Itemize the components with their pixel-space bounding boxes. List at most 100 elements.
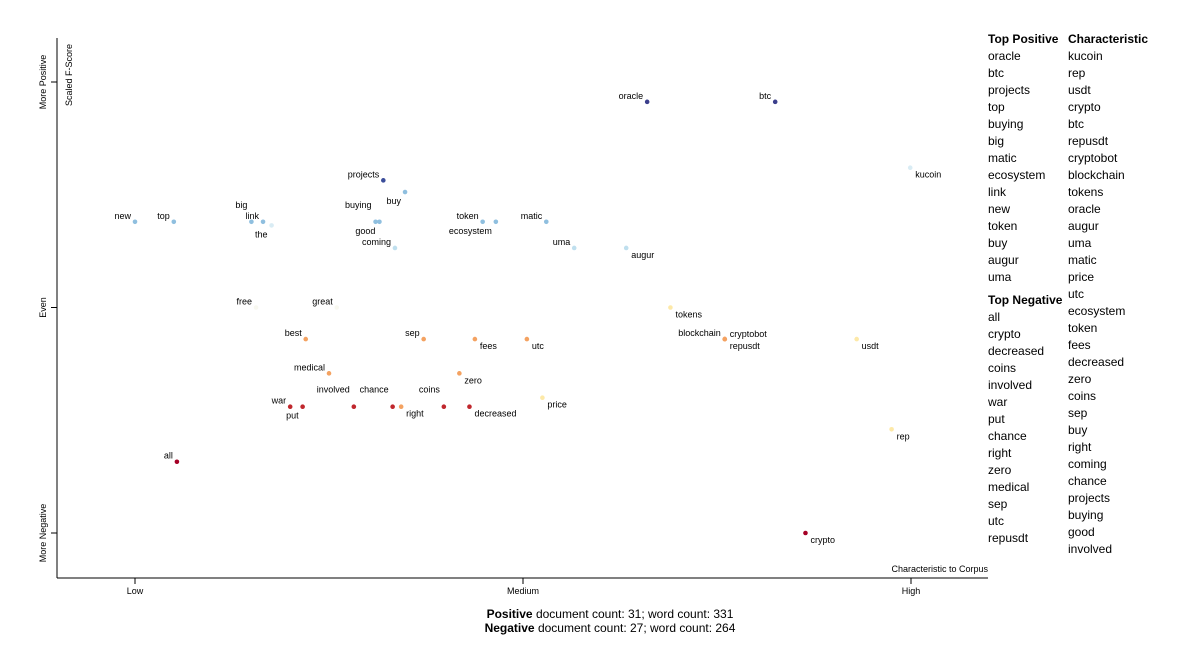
data-point-decreased[interactable] — [467, 404, 472, 410]
characteristic-item[interactable]: price — [1068, 270, 1095, 284]
characteristic-item[interactable]: utc — [1068, 287, 1085, 301]
characteristic-item[interactable]: oracle — [1068, 202, 1101, 216]
top-positive-item[interactable]: top — [988, 100, 1005, 114]
characteristic-item[interactable]: rep — [1068, 66, 1086, 80]
top-positive-item[interactable]: new — [988, 202, 1011, 216]
data-point-the[interactable] — [269, 223, 274, 228]
data-point-fees[interactable] — [472, 336, 478, 342]
top-negative-item[interactable]: repusdt — [988, 531, 1029, 545]
data-point-war[interactable] — [287, 404, 293, 410]
characteristic-item[interactable]: chance — [1068, 474, 1107, 488]
data-point-right[interactable] — [398, 404, 404, 410]
top-negative-item[interactable]: utc — [988, 514, 1005, 528]
top-negative-item[interactable]: zero — [988, 463, 1012, 477]
characteristic-item[interactable]: tokens — [1068, 185, 1104, 199]
characteristic-item[interactable]: buy — [1068, 423, 1088, 437]
characteristic-item[interactable]: blockchain — [1068, 168, 1125, 182]
top-positive-panel: Top Positive oracle btc projects top buying b… — [988, 31, 1062, 547]
data-point-link[interactable] — [260, 219, 266, 225]
data-point-crypto[interactable] — [803, 530, 808, 536]
data-point-good[interactable] — [377, 219, 382, 225]
data-point-buying[interactable] — [373, 219, 378, 225]
data-point-medical[interactable] — [326, 371, 332, 376]
data-point-new[interactable] — [132, 219, 138, 225]
characteristic-item[interactable]: token — [1068, 321, 1098, 335]
data-point-buy[interactable] — [402, 189, 408, 195]
characteristic-item[interactable]: augur — [1068, 219, 1099, 233]
top-positive-item[interactable]: btc — [988, 66, 1005, 80]
data-point-involved[interactable] — [351, 404, 357, 410]
data-point-zero[interactable] — [457, 371, 462, 376]
characteristic-item[interactable]: coming — [1068, 457, 1107, 471]
top-positive-item[interactable]: link — [988, 185, 1007, 199]
top-positive-item[interactable]: big — [988, 134, 1005, 148]
characteristic-item[interactable]: matic — [1068, 253, 1097, 267]
top-positive-item[interactable]: oracle — [988, 49, 1021, 63]
top-positive-item[interactable]: token — [988, 219, 1018, 233]
data-point-repusdt[interactable] — [722, 336, 728, 342]
characteristic-item[interactable]: zero — [1068, 372, 1092, 386]
top-negative-item[interactable]: right — [988, 446, 1012, 460]
characteristic-item[interactable]: repusdt — [1068, 134, 1109, 148]
data-point-sep[interactable] — [421, 336, 426, 342]
data-point-coins[interactable] — [441, 404, 447, 410]
characteristic-item[interactable]: crypto — [1068, 100, 1101, 114]
characteristic-item[interactable]: btc — [1068, 117, 1085, 131]
top-negative-item[interactable]: all — [988, 310, 1001, 324]
data-point-best[interactable] — [303, 336, 309, 342]
top-positive-item[interactable]: augur — [988, 253, 1019, 267]
top-positive-item[interactable]: buy — [988, 236, 1008, 250]
data-point-great[interactable] — [334, 305, 340, 310]
characteristic-item[interactable]: kucoin — [1068, 49, 1103, 63]
data-point-chance[interactable] — [390, 404, 395, 410]
characteristic-item[interactable]: decreased — [1068, 355, 1125, 369]
data-point-token[interactable] — [480, 219, 485, 225]
top-negative-item[interactable]: decreased — [988, 344, 1045, 358]
characteristic-item[interactable]: sep — [1068, 406, 1088, 420]
data-point-put[interactable] — [300, 404, 305, 410]
data-point-uma[interactable] — [571, 245, 577, 251]
top-negative-item[interactable]: put — [988, 412, 1005, 426]
top-negative-item[interactable]: medical — [988, 480, 1030, 494]
data-point-top[interactable] — [171, 219, 177, 225]
top-negative-item[interactable]: sep — [988, 497, 1008, 511]
data-point-matic[interactable] — [543, 219, 549, 225]
characteristic-item[interactable]: coins — [1068, 389, 1097, 403]
top-positive-item[interactable]: matic — [988, 151, 1017, 165]
data-point-free[interactable] — [253, 305, 259, 310]
characteristic-item[interactable]: uma — [1068, 236, 1092, 250]
data-point-coming[interactable] — [392, 245, 398, 251]
characteristic-item[interactable]: buying — [1068, 508, 1104, 522]
data-point-utc[interactable] — [524, 336, 530, 342]
data-point-projects[interactable] — [381, 178, 386, 183]
x-tick-label: Medium — [507, 586, 539, 596]
top-negative-item[interactable]: crypto — [988, 327, 1021, 341]
characteristic-item[interactable]: usdt — [1068, 83, 1091, 97]
top-positive-item[interactable]: ecosystem — [988, 168, 1046, 182]
top-positive-item[interactable]: projects — [988, 83, 1031, 97]
data-point-kucoin[interactable] — [907, 165, 913, 170]
data-point-ecosystem[interactable] — [493, 219, 499, 225]
top-negative-item[interactable]: coins — [988, 361, 1017, 375]
characteristic-item[interactable]: fees — [1068, 338, 1091, 352]
characteristic-item[interactable]: right — [1068, 440, 1092, 454]
data-point-price[interactable] — [540, 395, 545, 401]
characteristic-item[interactable]: good — [1068, 525, 1095, 539]
characteristic-item[interactable]: ecosystem — [1068, 304, 1126, 318]
top-negative-item[interactable]: war — [988, 395, 1008, 409]
characteristic-item[interactable]: cryptobot — [1068, 151, 1118, 165]
data-point-btc[interactable] — [772, 99, 778, 105]
data-point-augur[interactable] — [623, 245, 629, 251]
top-positive-item[interactable]: uma — [988, 270, 1012, 284]
top-positive-item[interactable]: buying — [988, 117, 1024, 131]
data-point-all[interactable] — [174, 459, 180, 465]
data-point-tokens[interactable] — [668, 305, 673, 310]
data-point-oracle[interactable] — [644, 99, 650, 105]
top-negative-item[interactable]: chance — [988, 429, 1027, 443]
data-point-rep[interactable] — [889, 426, 894, 432]
characteristic-item[interactable]: projects — [1068, 491, 1111, 505]
top-negative-item[interactable]: involved — [988, 378, 1033, 392]
data-point-big[interactable] — [249, 219, 254, 225]
data-point-usdt[interactable] — [854, 336, 859, 342]
characteristic-item[interactable]: involved — [1068, 542, 1113, 556]
